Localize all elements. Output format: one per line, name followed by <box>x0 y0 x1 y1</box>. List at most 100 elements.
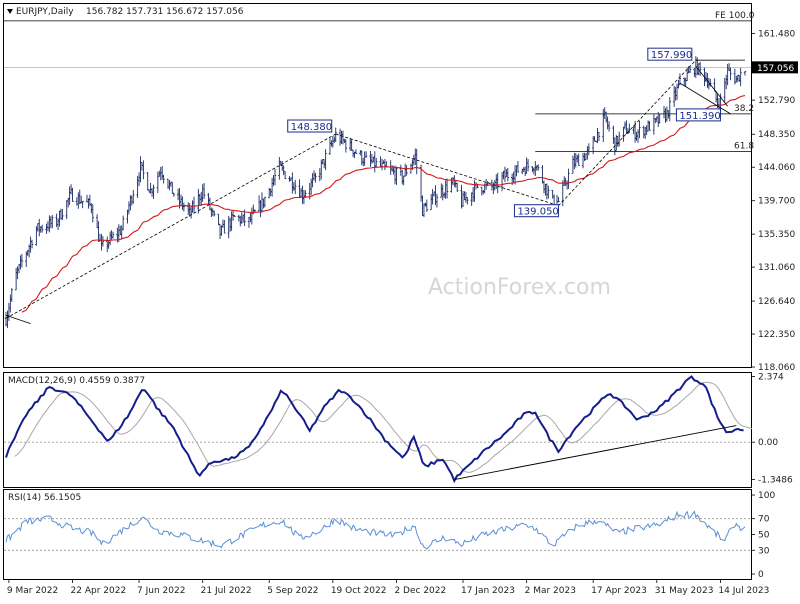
fib-level-label: 61.8 <box>734 142 754 152</box>
ohlc-bar <box>501 172 503 191</box>
ohlc-bar <box>251 207 253 224</box>
ohlc-bar <box>332 136 334 148</box>
ohlc-bar <box>576 155 578 163</box>
price-tick-label: 126.640 <box>758 297 795 307</box>
trend-line <box>6 315 31 323</box>
macd-title: MACD(12,26,9) 0.4559 0.3877 <box>8 376 145 386</box>
rsi-tick-label: 100 <box>758 491 775 501</box>
ohlc-bar <box>239 216 241 227</box>
ohlc-bar <box>470 192 472 206</box>
ohlc-bar <box>229 218 231 232</box>
ohlc-bar <box>248 217 250 228</box>
ohlc-bar <box>615 135 617 151</box>
x-tick-label: 17 Jan 2023 <box>461 586 515 596</box>
ohlc-bar <box>203 183 205 199</box>
ohlc-bar <box>183 203 185 212</box>
ohlc-bar <box>462 191 464 207</box>
ohlc-bar <box>495 174 497 189</box>
ohlc-bar <box>58 211 60 227</box>
rsi-layer <box>4 511 751 550</box>
ohlc-bar <box>152 185 154 199</box>
rsi-tick-label: 30 <box>758 546 770 556</box>
ohlc-bar <box>60 209 62 220</box>
ohlc-bar <box>725 75 727 89</box>
ohlc-bar <box>66 200 68 219</box>
ohlc-bar <box>566 180 568 189</box>
rsi-tick-label: 0 <box>758 570 764 580</box>
x-tick-label: 9 Mar 2022 <box>7 586 58 596</box>
ohlc-bar <box>453 175 455 187</box>
ohlc-bar <box>330 140 332 146</box>
ohlc-bar <box>517 161 519 173</box>
ohlc-bar <box>201 184 203 202</box>
svg-text:157.056: 157.056 <box>757 64 794 74</box>
ohlc-bar <box>110 230 112 239</box>
trend-line <box>696 66 728 106</box>
fe-level-label: FE 100.0 <box>715 11 755 21</box>
dropdown-triangle-icon[interactable] <box>7 9 13 14</box>
ohlc-bar <box>541 165 543 183</box>
ohlc-bar <box>349 138 351 151</box>
ohlc-bar <box>544 184 546 195</box>
ohlc-bar <box>624 122 626 130</box>
price-layer: FE 100.038.261.8148.380157.990151.390139… <box>4 11 755 328</box>
ohlc-bar <box>455 180 457 187</box>
ohlc-bar <box>394 165 396 184</box>
ohlc-bar <box>6 311 8 328</box>
ohlc-bar <box>507 168 509 181</box>
ohlc-bar <box>57 218 59 230</box>
price-tick-label: 139.700 <box>758 197 795 207</box>
ohlc-bar <box>18 264 20 273</box>
macd-tick-label: 2.374 <box>758 372 784 382</box>
ohlc-bar <box>371 154 373 164</box>
x-tick-label: 14 Jul 2023 <box>718 586 769 596</box>
trend-line <box>558 60 695 206</box>
ohlc-bar <box>547 186 549 199</box>
ohlc-bar <box>622 127 624 142</box>
ohlc-bar <box>339 129 341 146</box>
ohlc-bar <box>604 107 606 119</box>
ohlc-bar <box>282 165 284 175</box>
price-tick-label: 148.350 <box>758 130 795 140</box>
ohlc-bar <box>473 180 475 201</box>
ohlc-bar <box>254 209 256 211</box>
ohlc-bar <box>472 187 474 202</box>
ohlc-bar <box>342 131 344 145</box>
ohlc-bar <box>533 167 535 174</box>
ohlc-bar <box>572 156 574 174</box>
ohlc-bar <box>11 288 13 302</box>
ohlc-bar <box>345 139 347 152</box>
x-tick-label: 2 Dec 2022 <box>394 586 446 596</box>
ohlc-bar <box>106 236 108 252</box>
svg-text:157.990: 157.990 <box>651 50 692 61</box>
svg-text:151.390: 151.390 <box>679 111 720 122</box>
ohlc-bar <box>744 71 746 75</box>
ohlc-bar <box>381 159 383 170</box>
ohlc-bar <box>171 182 173 193</box>
ohlc-bar <box>382 160 384 163</box>
ohlc-bar <box>361 150 363 165</box>
ohlc-bar <box>369 151 371 167</box>
price-tick-label: 152.790 <box>758 96 795 106</box>
ohlc-bar <box>546 184 548 200</box>
ohlc-bar <box>92 204 94 222</box>
ohlc-bar <box>259 200 261 217</box>
x-tick-label: 7 Jun 2022 <box>137 586 185 596</box>
ohlc-bar <box>319 168 321 181</box>
ohlc-bar <box>90 203 92 213</box>
ohlc-bar <box>674 87 676 101</box>
ohlc-bar <box>293 182 295 191</box>
price-annotation: 148.380 <box>288 120 332 133</box>
macd-tick-label: -1.3486 <box>758 475 793 485</box>
ohlc-bar <box>100 234 102 250</box>
ohlc-bar <box>112 232 114 239</box>
x-tick-label: 19 Oct 2022 <box>331 586 387 596</box>
macd-line <box>6 377 744 481</box>
ohlc-bar <box>564 178 566 186</box>
ohlc-bar <box>577 154 579 166</box>
macd-signal-line <box>15 382 753 472</box>
ohlc-bar <box>298 179 300 198</box>
ohlc-bar <box>534 161 536 176</box>
